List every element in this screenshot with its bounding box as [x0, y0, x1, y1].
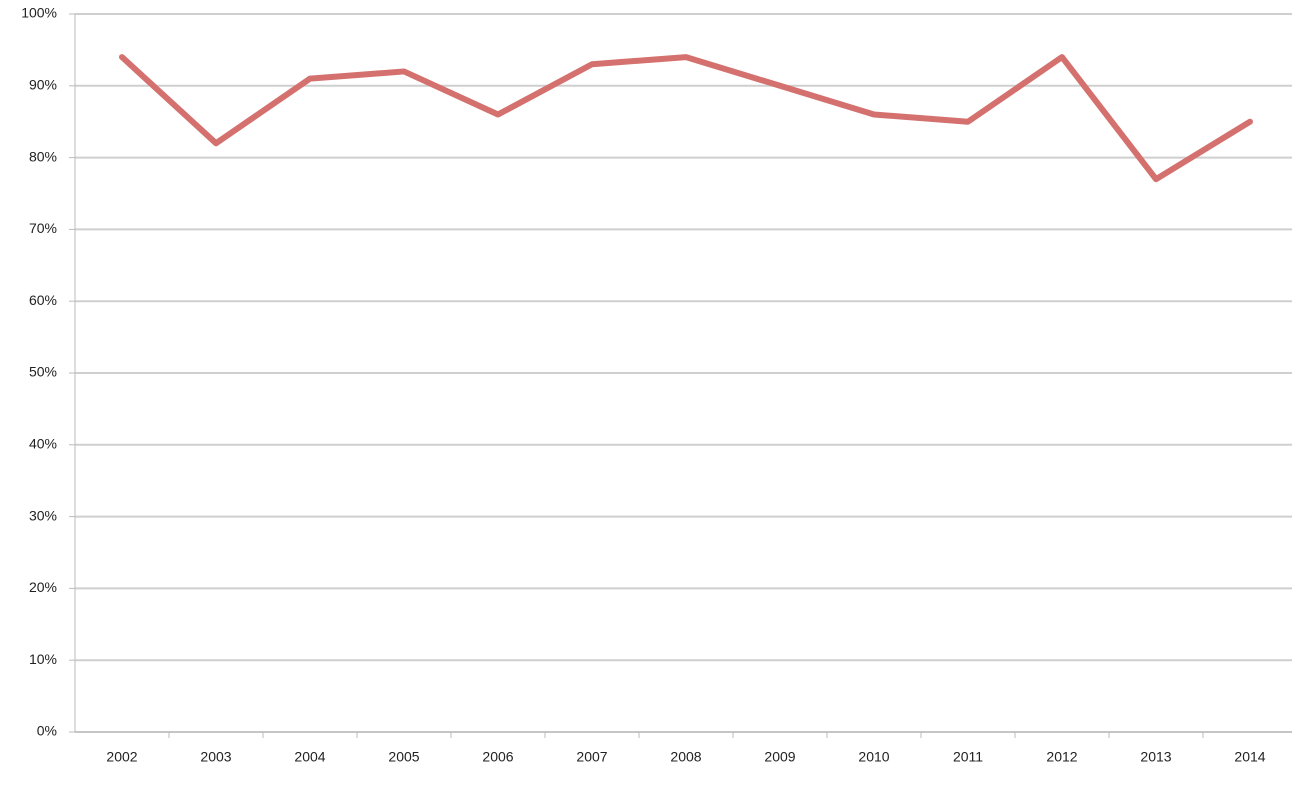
- y-tick-label: 10%: [29, 651, 57, 667]
- data-line: [119, 54, 1253, 183]
- x-tick-label: 2014: [1234, 749, 1265, 765]
- y-tick-label: 20%: [29, 579, 57, 595]
- x-tick-label: 2007: [576, 749, 607, 765]
- y-tick-label: 80%: [29, 148, 57, 164]
- x-tick-label: 2012: [1046, 749, 1077, 765]
- y-tick-label: 70%: [29, 220, 57, 236]
- y-tick-label: 30%: [29, 507, 57, 523]
- x-tick-label: 2002: [106, 749, 137, 765]
- x-tick-label: 2011: [953, 749, 983, 765]
- x-tick-label: 2005: [388, 749, 419, 765]
- y-tick-label: 60%: [29, 292, 57, 308]
- y-tick-label: 0%: [37, 723, 57, 739]
- x-tick-label: 2008: [670, 749, 701, 765]
- x-tick-label: 2009: [764, 749, 795, 765]
- x-tick-label: 2004: [294, 749, 325, 765]
- x-tick-label: 2013: [1140, 749, 1171, 765]
- y-tick-label: 90%: [29, 77, 57, 93]
- y-tick-label: 40%: [29, 436, 57, 452]
- x-tick-label: 2006: [482, 749, 513, 765]
- x-tick-label: 2010: [858, 749, 889, 765]
- x-tick-label: 2003: [200, 749, 231, 765]
- y-tick-label: 100%: [21, 5, 57, 21]
- y-tick-label: 50%: [29, 364, 57, 380]
